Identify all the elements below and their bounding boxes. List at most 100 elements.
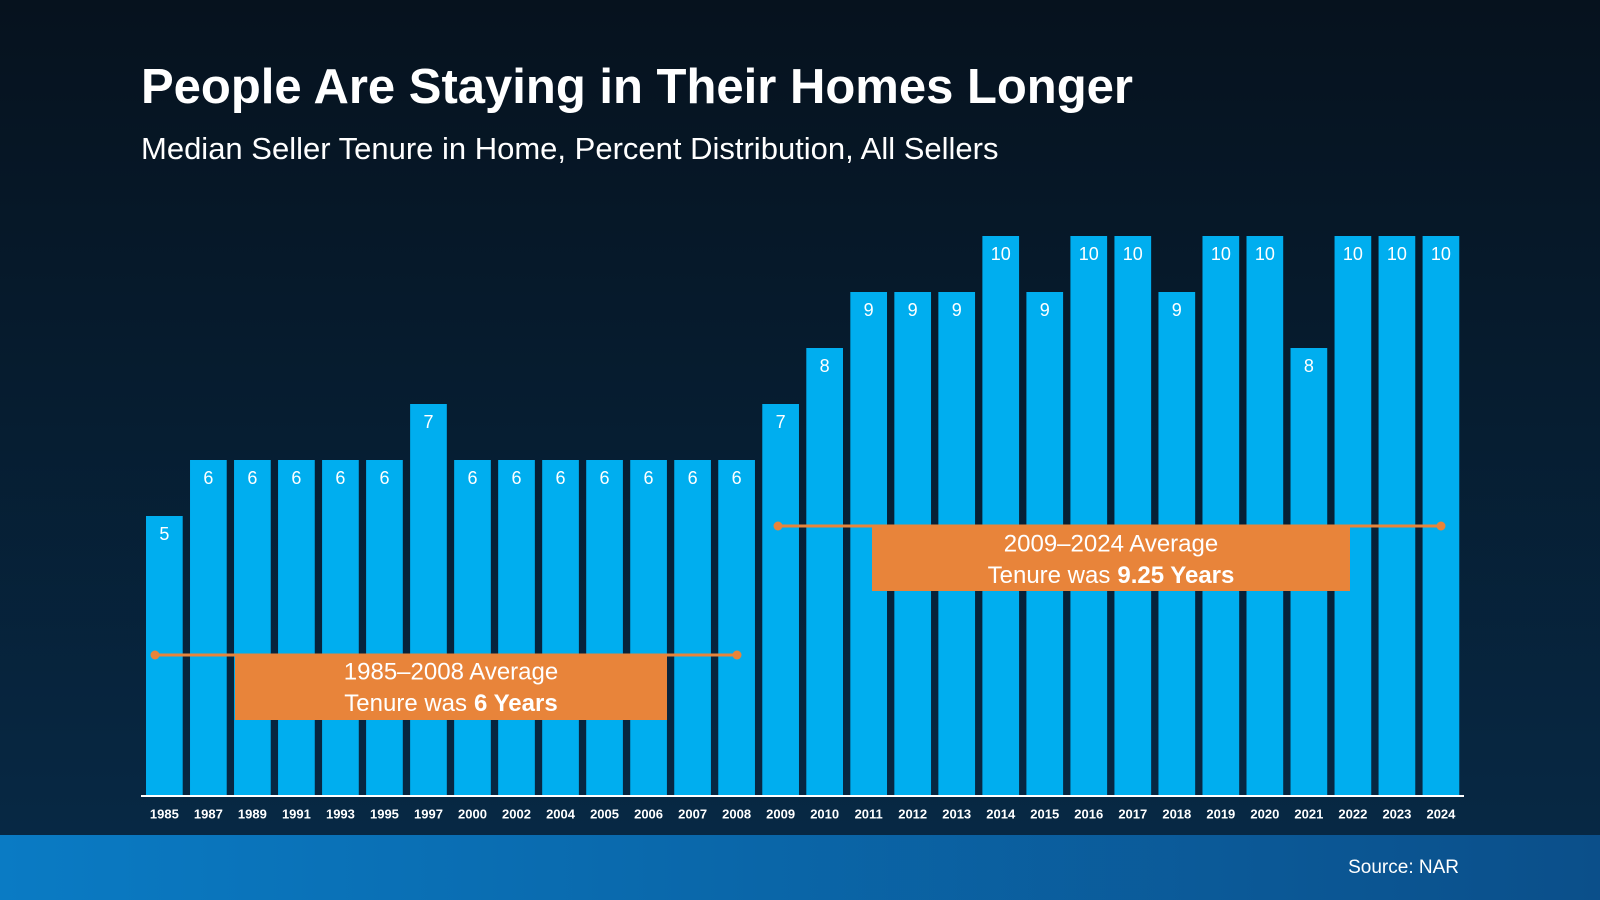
x-tick-label: 1997 (414, 806, 443, 821)
value-label: 10 (1123, 244, 1143, 264)
bar (674, 460, 711, 796)
x-tick-label: 2020 (1250, 806, 1279, 821)
x-tick-label: 2018 (1162, 806, 1191, 821)
bar (982, 236, 1020, 796)
bar (454, 460, 491, 796)
value-label: 6 (600, 468, 610, 488)
bar (1070, 236, 1108, 796)
value-label: 6 (732, 468, 742, 488)
bar (1422, 236, 1460, 796)
bar (762, 404, 799, 796)
value-label: 10 (1387, 244, 1407, 264)
value-label: 10 (1343, 244, 1363, 264)
value-label: 7 (776, 412, 786, 432)
bar (322, 460, 359, 796)
value-label: 6 (512, 468, 522, 488)
x-tick-label: 1993 (326, 806, 355, 821)
value-label: 10 (1211, 244, 1231, 264)
x-tick-label: 2024 (1426, 806, 1456, 821)
line-end (732, 650, 742, 660)
x-tick-label: 2017 (1118, 806, 1147, 821)
value-label: 9 (1172, 300, 1182, 320)
line-end (1436, 521, 1446, 531)
value-label: 9 (952, 300, 962, 320)
x-tick-label: 1985 (150, 806, 179, 821)
x-tick-label: 2016 (1074, 806, 1103, 821)
bar (1202, 236, 1240, 796)
value-label: 5 (159, 524, 169, 544)
x-tick-label: 2008 (722, 806, 751, 821)
bar (542, 460, 579, 796)
annotation-box (235, 655, 667, 720)
annotation-text: Tenure was 9.25 Years (988, 562, 1235, 589)
x-tick-label: 2015 (1030, 806, 1059, 821)
value-label: 8 (820, 356, 830, 376)
x-tick-label: 2012 (898, 806, 927, 821)
bar (1378, 236, 1416, 796)
annotation: 1985–2008 Average Tenure was 6 Years (150, 650, 742, 720)
bar (718, 460, 755, 796)
annotation-text: Tenure was 6 Years (344, 690, 557, 717)
annotation-text: 2009–2024 Average (1004, 530, 1218, 557)
x-tick-label: 2010 (810, 806, 839, 821)
value-label: 6 (291, 468, 301, 488)
value-label: 6 (203, 468, 213, 488)
bar (630, 460, 667, 796)
bar (586, 460, 623, 796)
value-label: 10 (1079, 244, 1099, 264)
value-label: 10 (991, 244, 1011, 264)
annotation-text: 1985–2008 Average (344, 658, 558, 685)
x-tick-label: 1987 (194, 806, 223, 821)
value-label: 9 (1040, 300, 1050, 320)
chart-subtitle: Median Seller Tenure in Home, Percent Di… (141, 131, 999, 166)
bar (806, 348, 843, 796)
x-tick-label: 2019 (1206, 806, 1235, 821)
x-tick-label: 2021 (1294, 806, 1323, 821)
annotation-text: Tenure was (344, 690, 467, 717)
x-tick-label: 1995 (370, 806, 399, 821)
bar (278, 460, 315, 796)
annotation-emphasis: 6 Years (474, 690, 558, 717)
source: Source: NAR (1348, 857, 1459, 878)
value-label: 6 (688, 468, 698, 488)
x-tick-label: 2006 (634, 806, 663, 821)
annotation-box (872, 526, 1350, 591)
bar (366, 460, 403, 796)
value-label: 6 (644, 468, 654, 488)
value-label: 6 (467, 468, 477, 488)
x-tick-label: 2013 (942, 806, 971, 821)
bar (234, 460, 271, 796)
bar (1334, 236, 1372, 796)
annotation-emphasis: 9.25 Years (1117, 562, 1234, 589)
x-tick-label: 2000 (458, 806, 487, 821)
value-label: 6 (335, 468, 345, 488)
value-label: 7 (423, 412, 433, 432)
footer-band (0, 835, 1600, 900)
value-label: 8 (1304, 356, 1314, 376)
bar (190, 460, 227, 796)
value-label: 9 (908, 300, 918, 320)
value-label: 6 (379, 468, 389, 488)
annotation-text: Tenure was (988, 562, 1111, 589)
bar (1114, 236, 1152, 796)
x-tick-label: 1991 (282, 806, 311, 821)
x-tick-label: 2007 (678, 806, 707, 821)
x-tick-label: 2004 (546, 806, 576, 821)
x-tick-label: 2014 (986, 806, 1016, 821)
value-label: 6 (556, 468, 566, 488)
chart-title: People Are Staying in Their Homes Longer (141, 60, 1133, 114)
annotation: 2009–2024 Average Tenure was 9.25 Years (773, 521, 1446, 591)
line-end (773, 521, 783, 531)
bar (410, 404, 447, 796)
x-tick-label: 2005 (590, 806, 619, 821)
bar (498, 460, 535, 796)
x-tick-label: 1989 (238, 806, 267, 821)
x-tick-label: 2009 (766, 806, 795, 821)
value-label: 6 (247, 468, 257, 488)
x-tick-label: 2023 (1382, 806, 1411, 821)
value-label: 10 (1255, 244, 1275, 264)
bar (1246, 236, 1284, 796)
value-label: 9 (864, 300, 874, 320)
